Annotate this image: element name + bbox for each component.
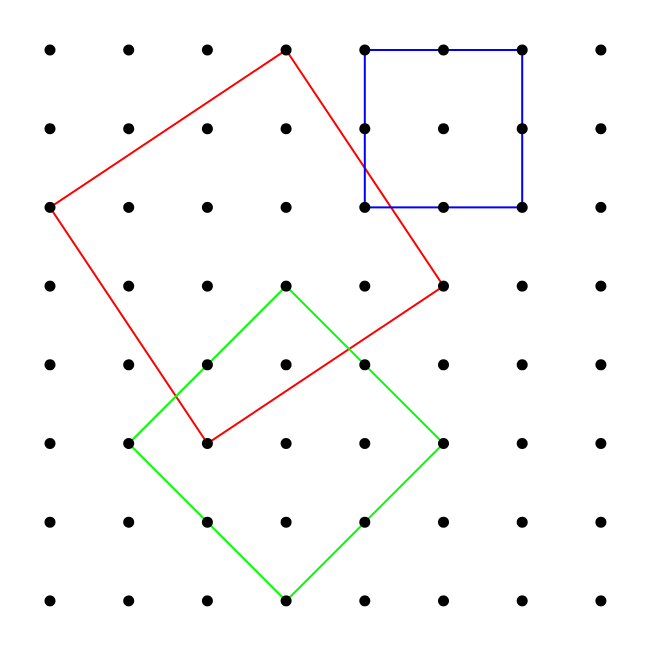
grid-dot xyxy=(44,516,56,528)
grid-dot xyxy=(44,123,56,135)
grid-dot xyxy=(201,280,213,292)
grid-dot xyxy=(44,201,56,213)
grid-dot xyxy=(359,123,371,135)
grid-dot xyxy=(359,44,371,56)
grid-dot xyxy=(44,44,56,56)
grid-dot xyxy=(123,595,135,607)
grid-dot xyxy=(516,201,528,213)
grid-dot xyxy=(595,201,607,213)
grid-dot xyxy=(438,516,449,528)
grid-dot xyxy=(44,438,56,449)
grid-dot xyxy=(595,44,607,56)
grid-dot xyxy=(201,201,213,213)
grid-dot xyxy=(201,44,213,56)
grid-dot xyxy=(44,595,56,607)
grid-dot xyxy=(438,595,449,607)
grid-dot xyxy=(123,359,135,371)
grid-dot xyxy=(201,438,213,449)
grid-dot xyxy=(359,201,371,213)
grid-dot xyxy=(280,359,292,371)
grid-dot xyxy=(438,123,449,135)
grid-dot xyxy=(359,359,371,371)
grid-dot xyxy=(201,516,213,528)
grid-dot xyxy=(359,438,371,449)
grid-dot xyxy=(438,201,449,213)
grid-dot xyxy=(595,280,607,292)
grid-dot xyxy=(438,44,449,56)
grid-dot xyxy=(280,44,292,56)
grid-dot xyxy=(201,595,213,607)
grid-dot xyxy=(438,280,449,292)
grid-dot xyxy=(595,516,607,528)
grid-dot xyxy=(123,516,135,528)
grid-dot xyxy=(123,438,135,449)
grid-dot xyxy=(438,359,449,371)
grid-dot xyxy=(516,595,528,607)
grid-dot xyxy=(595,359,607,371)
grid-dot xyxy=(44,359,56,371)
grid-dot xyxy=(44,280,56,292)
grid-dot xyxy=(516,123,528,135)
grid-dot xyxy=(359,280,371,292)
grid-dot xyxy=(516,280,528,292)
grid-dot xyxy=(438,438,449,449)
grid-dot xyxy=(280,438,292,449)
grid-dot xyxy=(280,201,292,213)
grid-dot xyxy=(123,44,135,56)
grid-dot xyxy=(280,516,292,528)
grid-dot xyxy=(280,595,292,607)
grid-dot xyxy=(359,595,371,607)
grid-dot xyxy=(123,280,135,292)
grid-dot xyxy=(201,123,213,135)
grid-dot xyxy=(516,44,528,56)
grid-dot xyxy=(123,123,135,135)
grid-dot xyxy=(595,595,607,607)
grid-dot xyxy=(359,516,371,528)
grid-dot xyxy=(280,123,292,135)
grid-dot xyxy=(516,516,528,528)
dots-layer xyxy=(44,44,607,607)
grid-dot xyxy=(123,201,135,213)
grid-dot xyxy=(595,438,607,449)
grid-dot xyxy=(516,438,528,449)
grid-dot xyxy=(201,359,213,371)
grid-dot xyxy=(595,123,607,135)
grid-dot xyxy=(516,359,528,371)
grid-dot xyxy=(280,280,292,292)
